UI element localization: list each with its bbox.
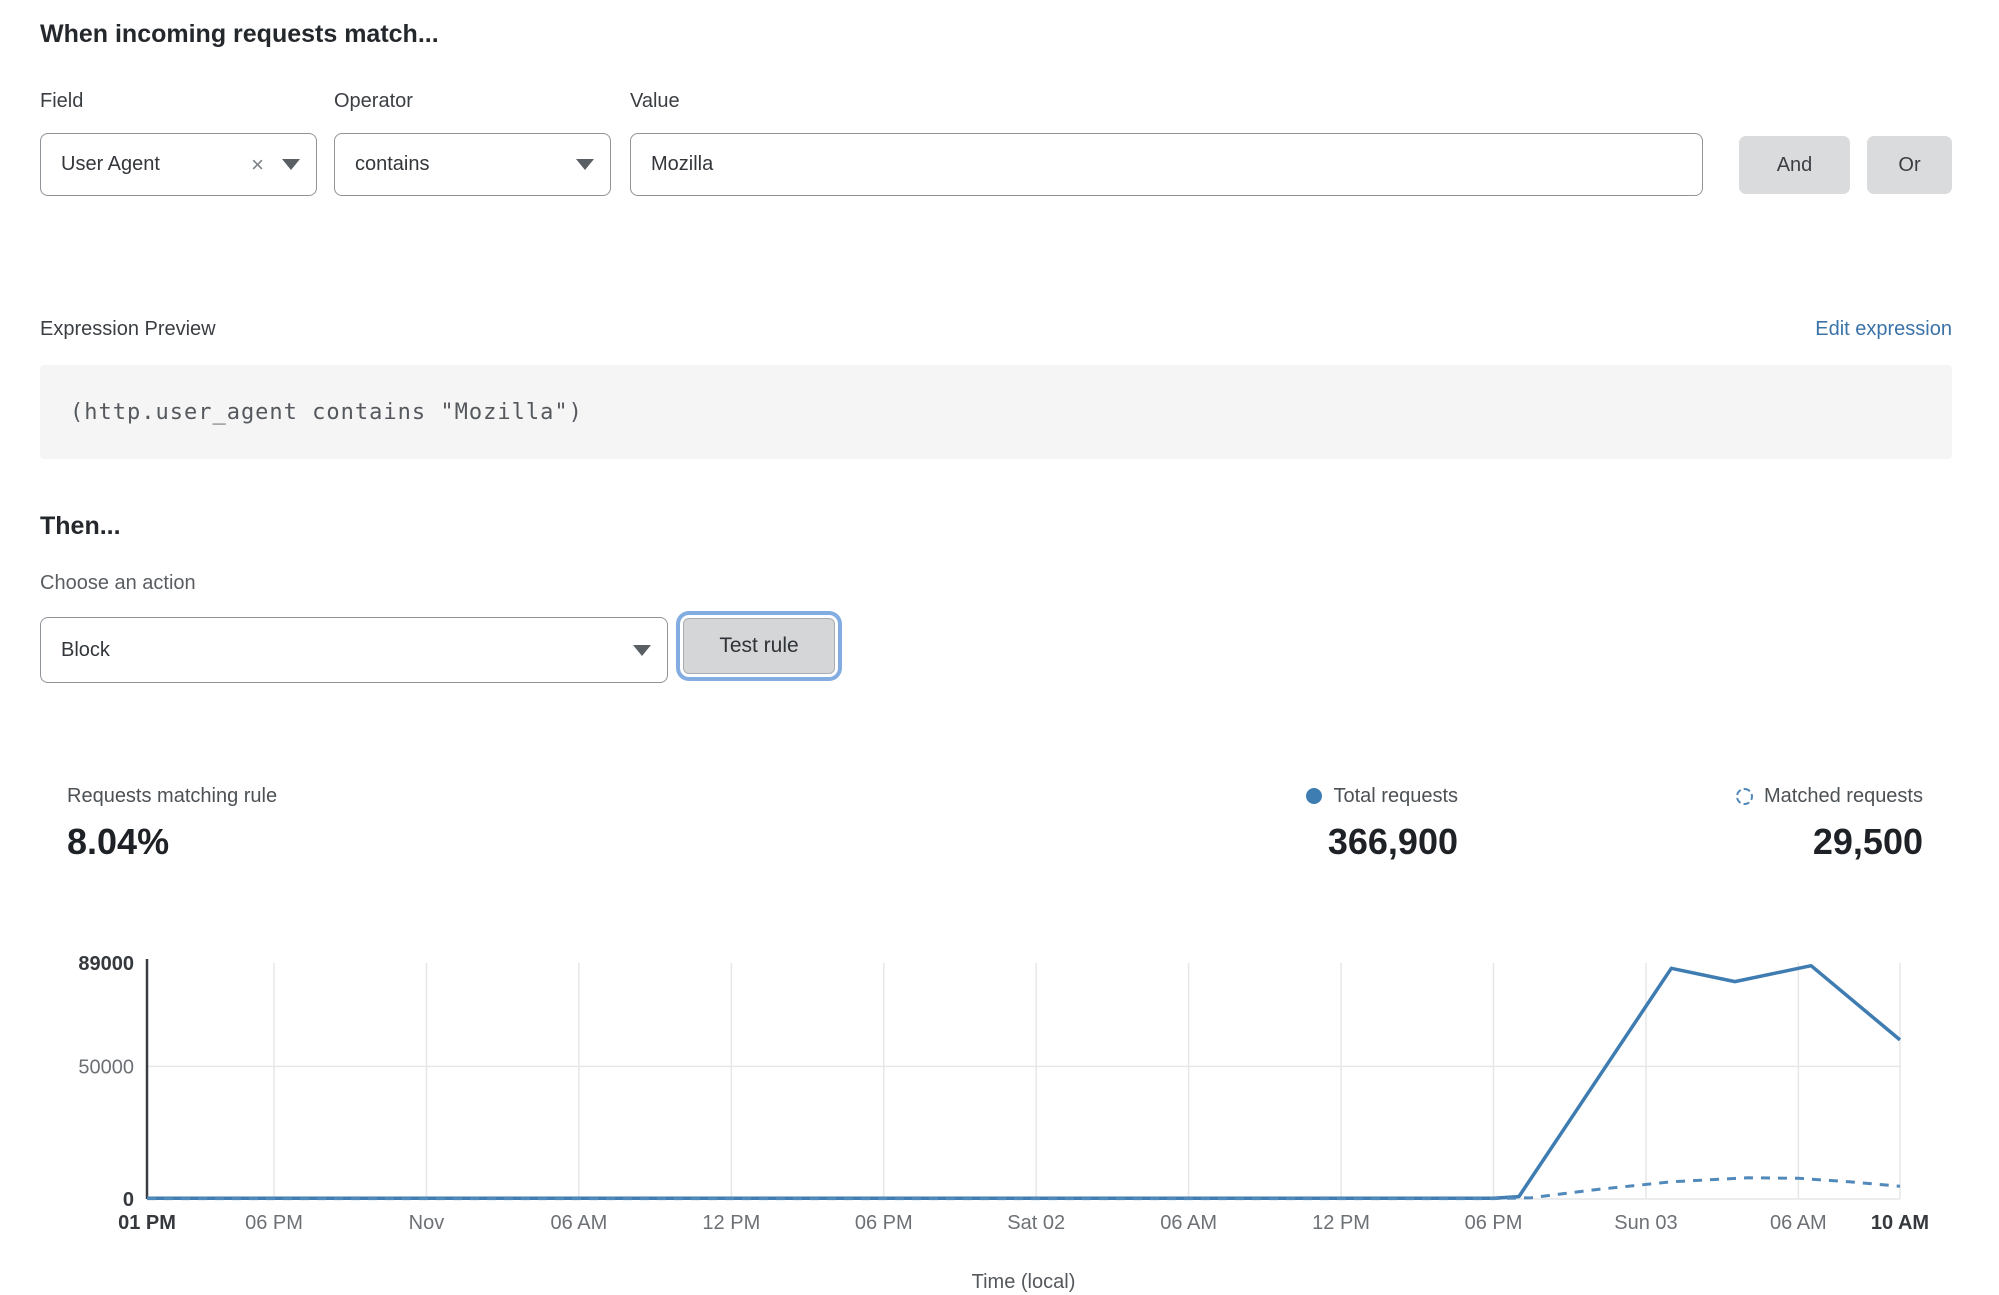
dashed-circle-icon xyxy=(1736,787,1754,805)
svg-text:10 AM: 10 AM xyxy=(1871,1212,1929,1234)
svg-text:06 AM: 06 AM xyxy=(1770,1212,1827,1234)
requests-chart-svg: 0 50000 89000 01 PM 06 PM Nov 06 AM 12 PM 06 PM S… xyxy=(78,953,1929,1293)
stat-total-requests: Total requests 366,900 xyxy=(1306,783,1458,863)
value-input[interactable] xyxy=(630,133,1703,196)
svg-text:Sat 02: Sat 02 xyxy=(1007,1212,1065,1234)
svg-text:01 PM: 01 PM xyxy=(118,1212,176,1234)
stat-total-label: Total requests xyxy=(1333,784,1458,807)
svg-text:06 PM: 06 PM xyxy=(245,1212,303,1234)
svg-text:Time (local): Time (local) xyxy=(972,1271,1076,1293)
choose-action-label: Choose an action xyxy=(40,572,196,594)
svg-text:Sun 03: Sun 03 xyxy=(1614,1212,1677,1234)
svg-text:12 PM: 12 PM xyxy=(702,1212,760,1234)
stat-matched-requests: Matched requests 29,500 xyxy=(1736,783,1923,863)
stat-matching-label: Requests matching rule xyxy=(67,784,278,807)
stat-matched-value: 29,500 xyxy=(1812,821,1923,862)
or-button[interactable]: Or xyxy=(1867,136,1952,194)
stat-matching-value: 8.04% xyxy=(67,821,170,862)
requests-chart: 0 50000 89000 01 PM 06 PM Nov 06 AM 12 PM 06 PM S… xyxy=(0,930,1999,1295)
solid-dot-icon xyxy=(1306,788,1323,804)
operator-select-value: contains xyxy=(355,153,430,175)
operator-label: Operator xyxy=(334,90,413,112)
svg-text:06 AM: 06 AM xyxy=(1160,1212,1217,1234)
stat-total-value: 366,900 xyxy=(1327,821,1458,862)
svg-text:50000: 50000 xyxy=(78,1056,134,1078)
action-select[interactable]: Block xyxy=(40,617,668,683)
chevron-down-icon xyxy=(282,159,300,170)
svg-text:0: 0 xyxy=(123,1189,134,1211)
svg-text:06 PM: 06 PM xyxy=(1465,1212,1523,1234)
and-button[interactable]: And xyxy=(1739,136,1850,194)
action-select-value: Block xyxy=(61,638,110,661)
field-label: Field xyxy=(40,90,84,112)
edit-expression-link[interactable]: Edit expression xyxy=(1815,318,1952,340)
operator-select[interactable]: contains xyxy=(334,133,611,196)
match-heading: When incoming requests match... xyxy=(40,20,439,48)
svg-text:Nov: Nov xyxy=(409,1212,445,1234)
chevron-down-icon xyxy=(576,159,594,170)
expression-preview-label: Expression Preview xyxy=(40,318,216,340)
then-heading: Then... xyxy=(40,512,121,540)
expression-code: (http.user_agent contains "Mozilla") xyxy=(70,399,583,425)
field-select[interactable]: User Agent × xyxy=(40,133,317,196)
svg-text:12 PM: 12 PM xyxy=(1312,1212,1370,1234)
value-label: Value xyxy=(630,90,680,112)
stat-requests-matching: Requests matching rule 8.04% xyxy=(67,783,277,863)
svg-text:89000: 89000 xyxy=(78,953,134,975)
svg-text:06 PM: 06 PM xyxy=(855,1212,913,1234)
svg-text:06 AM: 06 AM xyxy=(551,1212,608,1234)
stat-matched-label: Matched requests xyxy=(1764,784,1923,807)
expression-code-block: (http.user_agent contains "Mozilla") xyxy=(40,365,1952,459)
field-select-value: User Agent xyxy=(61,153,160,175)
clear-field-icon[interactable]: × xyxy=(251,151,264,177)
test-rule-button[interactable]: Test rule xyxy=(683,618,835,674)
chevron-down-icon xyxy=(633,644,651,656)
